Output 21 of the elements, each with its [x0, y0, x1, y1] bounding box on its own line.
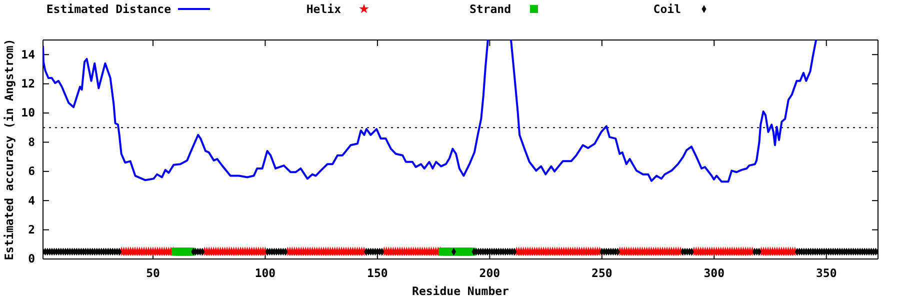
x-tick-label: 300: [704, 266, 725, 280]
y-tick-label: 10: [21, 106, 36, 120]
x-tick-label: 350: [816, 266, 837, 280]
y-tick-label: 14: [21, 47, 36, 62]
x-tick-label: 50: [146, 266, 160, 280]
y-tick-label: 12: [21, 76, 35, 90]
x-tick-label: 250: [592, 266, 612, 280]
legend-label: Helix: [306, 2, 342, 16]
y-tick-label: 2: [28, 222, 35, 236]
x-tick-label: 200: [479, 266, 500, 280]
x-tick-label: 100: [254, 266, 276, 280]
x-tick-label: 150: [367, 266, 388, 280]
y-axis-title: Estimated accuracy (in Angstrom): [2, 38, 16, 260]
y-tick-label: 6: [28, 164, 36, 178]
legend-label: Coil: [653, 2, 682, 16]
y-tick-label: 0: [28, 252, 36, 266]
y-tick-label: 8: [28, 134, 36, 149]
legend-label: Strand: [469, 2, 512, 16]
y-tick-label: 4: [28, 193, 36, 208]
x-axis-title: Residue Number: [412, 284, 510, 298]
legend-label: Estimated Distance: [46, 2, 172, 16]
